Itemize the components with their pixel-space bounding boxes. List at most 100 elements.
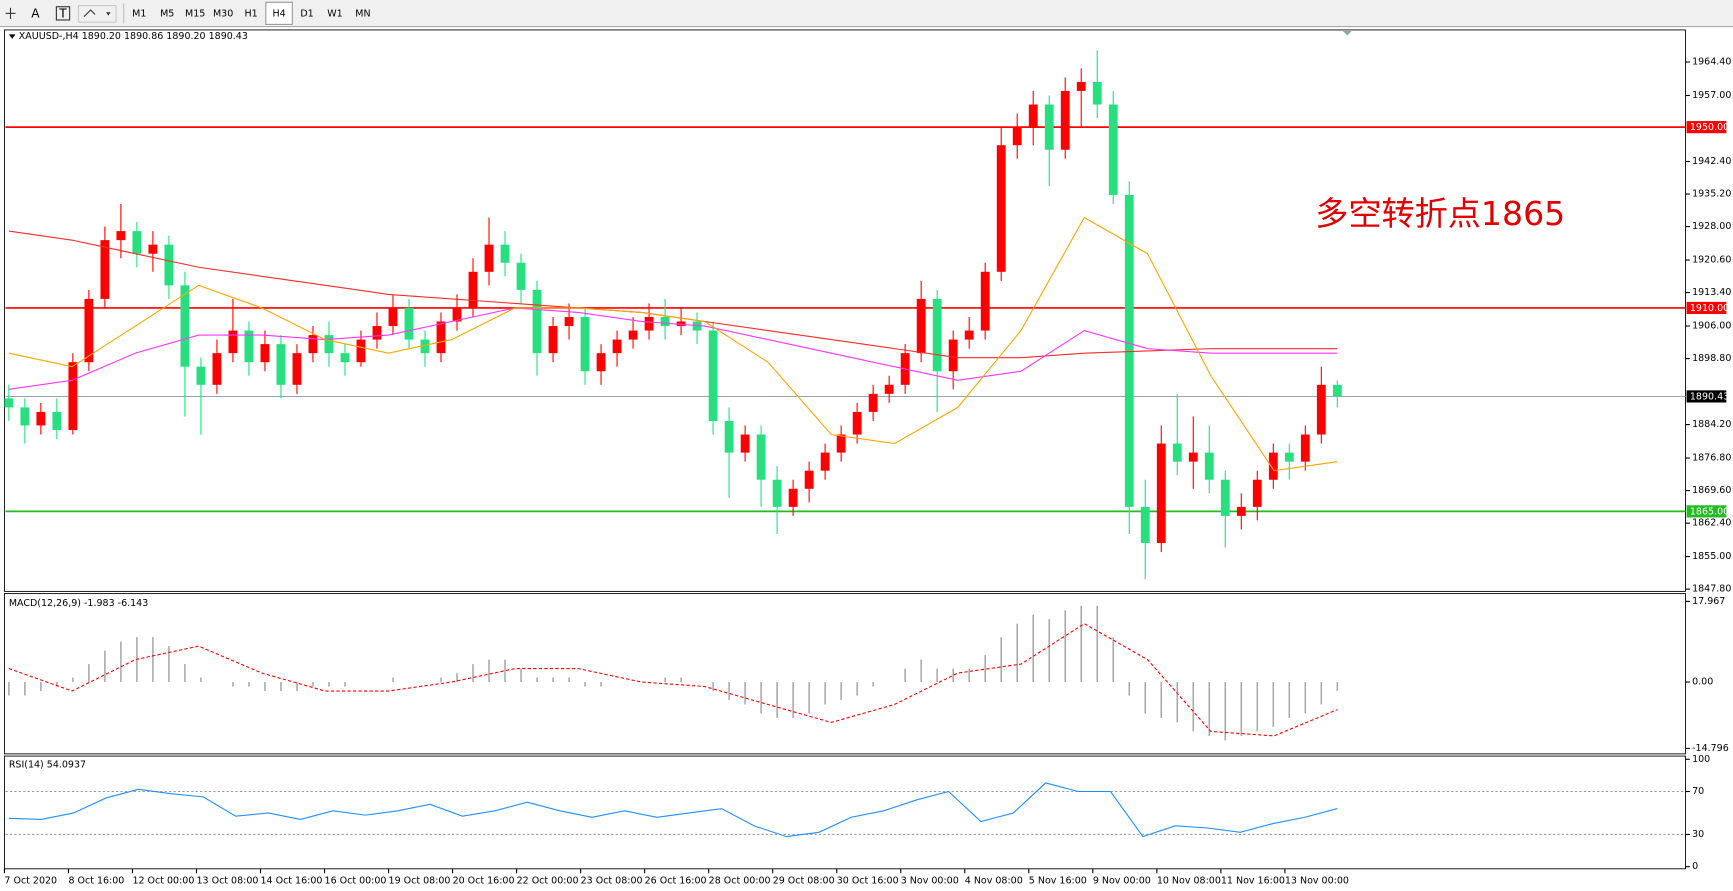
candle-body <box>1332 384 1342 397</box>
candle-body <box>1012 127 1022 146</box>
candle-body <box>148 244 158 254</box>
macd-tick-label: 17.967 <box>1692 596 1725 607</box>
period-button[interactable]: W1 <box>327 8 342 19</box>
shapes-tool[interactable] <box>77 5 117 23</box>
candle-body <box>1300 434 1310 462</box>
y-tick-label: 1869.60 <box>1692 485 1731 496</box>
y-tick-label: 1957.00 <box>1692 90 1731 101</box>
x-tick-label: 28 Oct 00:00 <box>709 875 771 886</box>
y-tick-label: 1876.80 <box>1692 453 1731 464</box>
period-button[interactable]: M15 <box>185 8 205 19</box>
candle-body <box>1108 104 1118 195</box>
candle-body <box>980 271 990 331</box>
x-tick-label: 5 Nov 16:00 <box>1029 875 1087 886</box>
candle-body <box>212 353 222 385</box>
tool-button[interactable]: T <box>58 6 67 20</box>
period-button[interactable]: D1 <box>300 8 313 19</box>
x-tick-label: 12 Oct 00:00 <box>132 875 194 886</box>
x-tick-label: 16 Oct 00:00 <box>325 875 387 886</box>
moving-average <box>8 307 1338 390</box>
candle-body <box>468 271 478 308</box>
x-tick-label: 3 Nov 00:00 <box>901 875 959 886</box>
candle-body <box>852 411 862 435</box>
candle-body <box>532 289 542 354</box>
x-tick-label: 13 Nov 00:00 <box>1285 875 1349 886</box>
tool-frame <box>55 6 71 21</box>
y-tick-label: 1920.60 <box>1692 255 1731 266</box>
rsi-tick-label: 70 <box>1692 786 1704 797</box>
candle-body <box>404 307 414 340</box>
rsi-tick-label: 30 <box>1692 829 1704 840</box>
x-tick-label: 29 Oct 08:00 <box>773 875 835 886</box>
level-label: 1950.00 <box>1690 122 1729 133</box>
period-button[interactable]: MN <box>355 8 370 19</box>
candle-body <box>100 240 110 299</box>
candle-body <box>612 339 622 354</box>
x-tick-label: 26 Oct 16:00 <box>645 875 707 886</box>
x-tick-label: 14 Oct 16:00 <box>261 875 323 886</box>
x-tick-label: 8 Oct 16:00 <box>68 875 124 886</box>
candle-body <box>484 244 494 272</box>
candle-body <box>1188 452 1198 462</box>
candle-body <box>868 393 878 412</box>
period-button[interactable]: H1 <box>245 8 258 19</box>
y-tick-label: 1884.20 <box>1692 419 1731 430</box>
candle-body <box>1060 90 1070 150</box>
y-tick-label: 1964.40 <box>1692 57 1731 68</box>
period-button[interactable]: M30 <box>213 8 233 19</box>
x-tick-label: 11 Nov 16:00 <box>1221 875 1285 886</box>
period-button[interactable]: H4 <box>272 8 285 19</box>
period-button[interactable]: M1 <box>132 8 146 19</box>
candle-body <box>804 470 814 489</box>
candle-body <box>84 298 94 363</box>
candle-body <box>164 244 174 286</box>
x-tick-label: 7 Oct 2020 <box>4 875 57 886</box>
candle-body <box>1236 506 1246 516</box>
candle-body <box>820 452 830 471</box>
tool-button[interactable]: A <box>31 6 40 20</box>
dropdown-arrow <box>106 12 111 16</box>
moving-average <box>8 216 1338 472</box>
candle-body <box>660 316 670 327</box>
x-tick-label: 10 Nov 08:00 <box>1157 875 1221 886</box>
candle-body <box>1028 104 1038 128</box>
candle-body <box>948 339 958 372</box>
rsi-tick-label: 0 <box>1692 861 1698 872</box>
candle-body <box>36 411 46 426</box>
chart-title: XAUUSD-,H4 1890.20 1890.86 1890.20 1890.… <box>19 31 248 42</box>
candle-body <box>324 335 334 354</box>
candle-body <box>516 262 526 290</box>
candle-body <box>788 488 798 507</box>
period-active <box>265 1 293 25</box>
x-tick-label: 9 Nov 00:00 <box>1093 875 1151 886</box>
candle-body <box>244 330 254 363</box>
x-tick-label: 13 Oct 08:00 <box>196 875 258 886</box>
level-label-box <box>1686 505 1727 518</box>
candle-body <box>1076 81 1086 91</box>
candle-body <box>596 353 606 372</box>
y-tick-label: 1928.00 <box>1692 221 1731 232</box>
candle-body <box>580 316 590 372</box>
y-tick-label: 1847.80 <box>1692 584 1731 595</box>
x-tick-label: 19 Oct 08:00 <box>389 875 451 886</box>
period-button[interactable]: M5 <box>160 8 174 19</box>
candle-body <box>260 344 270 363</box>
candle-body <box>68 362 78 431</box>
candle-body <box>1140 506 1150 544</box>
macd-panel <box>3 593 1686 755</box>
annotation: 多空转折点1865 <box>1315 194 1565 233</box>
candle-body <box>1268 452 1278 480</box>
candle-body <box>548 326 558 354</box>
x-tick-label: 20 Oct 16:00 <box>453 875 515 886</box>
level-label-box <box>1686 390 1727 403</box>
candle-body <box>20 407 30 426</box>
y-tick-label: 1913.40 <box>1692 287 1731 298</box>
candle-body <box>308 335 318 354</box>
cursor-tool[interactable] <box>5 7 16 19</box>
x-tick-label: 23 Oct 08:00 <box>581 875 643 886</box>
rsi-panel <box>3 755 1686 870</box>
x-tick-label: 30 Oct 16:00 <box>837 875 899 886</box>
x-tick-label: 22 Oct 00:00 <box>517 875 579 886</box>
candle-body <box>180 285 190 367</box>
level-label: 1890.43 <box>1690 391 1729 402</box>
